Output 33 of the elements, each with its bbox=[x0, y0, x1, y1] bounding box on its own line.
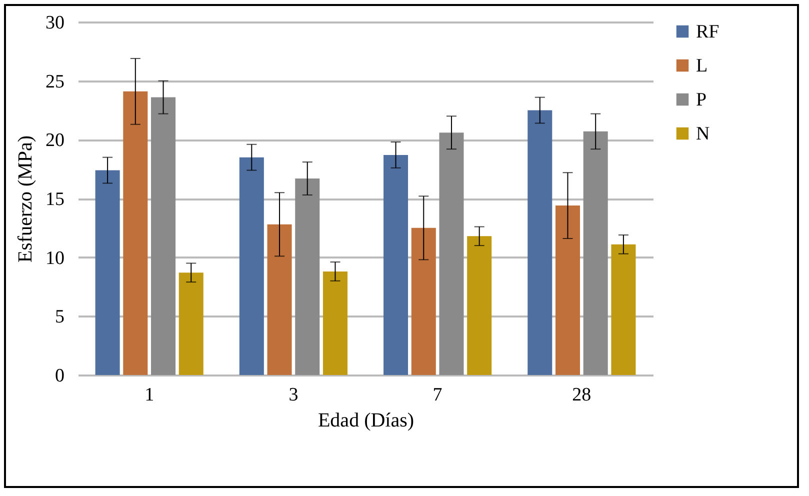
y-tick-label: 25 bbox=[46, 71, 64, 92]
y-tick-label: 15 bbox=[46, 189, 64, 210]
y-tick-label: 20 bbox=[46, 130, 64, 152]
bar bbox=[295, 178, 320, 375]
y-tick-label: 0 bbox=[55, 366, 64, 386]
bar bbox=[467, 236, 492, 375]
bar bbox=[95, 170, 120, 375]
legend-label: L bbox=[696, 56, 708, 76]
bar bbox=[611, 244, 636, 375]
bar bbox=[123, 91, 148, 375]
x-tick-label: 3 bbox=[288, 384, 298, 406]
y-tick-label: 5 bbox=[55, 306, 64, 328]
legend-label: N bbox=[696, 124, 710, 144]
y-axis-title: Esfuerzo (MPa) bbox=[14, 135, 36, 263]
bar bbox=[267, 224, 292, 375]
bar bbox=[178, 272, 204, 375]
y-tick-label: 30 bbox=[46, 12, 64, 34]
legend-label: RF bbox=[696, 22, 720, 42]
bar bbox=[528, 110, 552, 375]
x-tick-label: 28 bbox=[572, 384, 592, 406]
x-tick-label: 1 bbox=[144, 384, 154, 406]
bar bbox=[384, 154, 408, 375]
y-tick-label: 10 bbox=[46, 248, 64, 269]
bar bbox=[583, 131, 608, 375]
x-tick-label: 7 bbox=[432, 384, 442, 406]
bar bbox=[151, 97, 176, 375]
bar bbox=[439, 132, 464, 375]
x-axis-title: Edad (Días) bbox=[318, 410, 414, 432]
legend-label: P bbox=[696, 90, 707, 110]
bar bbox=[411, 228, 436, 375]
bar bbox=[555, 206, 580, 375]
bar bbox=[322, 271, 348, 375]
bar bbox=[239, 157, 264, 375]
